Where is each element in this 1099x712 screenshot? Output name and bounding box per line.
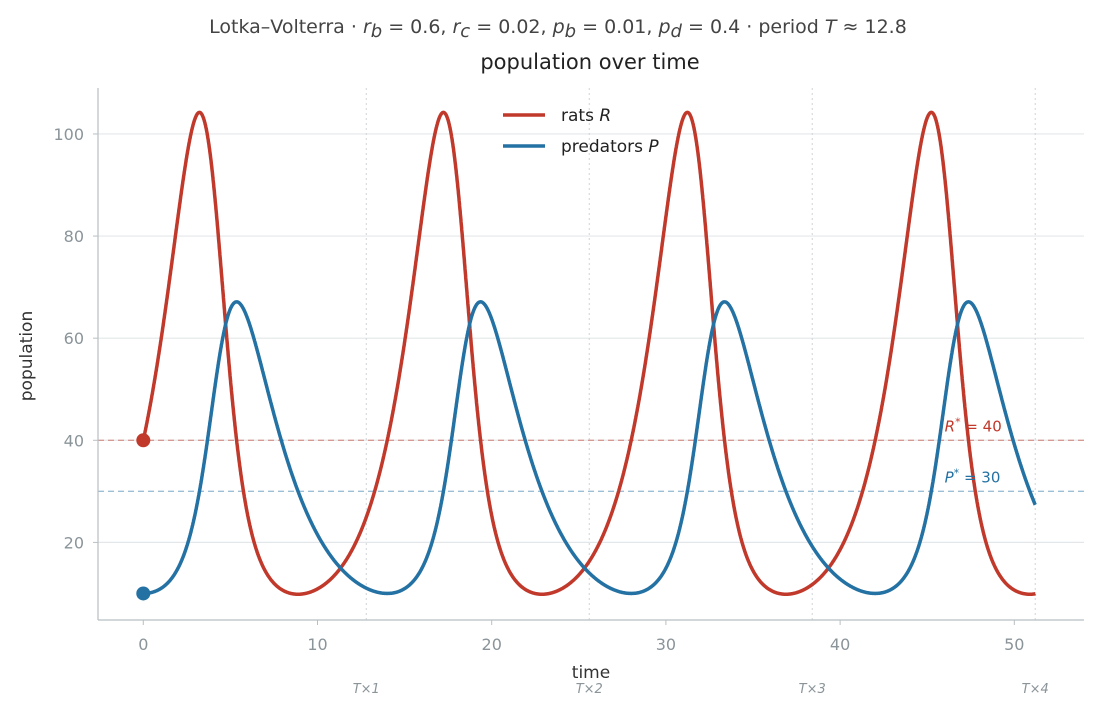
equilibrium-lines <box>98 439 1084 493</box>
legend-label-predators: predators P <box>561 137 659 157</box>
period-markers: T×1 T×2 T×3 T×4 <box>353 88 1049 697</box>
y-tick-label-20: 20 <box>64 533 84 552</box>
period-label-1: T×1 <box>353 682 380 697</box>
axes-layer <box>93 88 1084 625</box>
y-tick-label-40: 40 <box>64 431 84 450</box>
start-point-predators <box>136 586 151 601</box>
y-tick-label-60: 60 <box>64 329 84 348</box>
grid-layer <box>98 133 1084 543</box>
y-axis-label: population <box>17 311 37 401</box>
period-label-2: T×2 <box>576 682 603 697</box>
tick-labels: 20 40 60 80 100 0 10 20 30 40 50 <box>53 125 1024 654</box>
x-tick-label-30: 30 <box>656 635 676 654</box>
x-tick-label-20: 20 <box>482 635 502 654</box>
period-label-4: T×4 <box>1022 682 1049 697</box>
equilibrium-label-predators: P* = 30 <box>945 466 1001 487</box>
y-tick-label-100: 100 <box>53 125 84 144</box>
y-tick-label-80: 80 <box>64 227 84 246</box>
equilibrium-label-rats: R* = 40 <box>945 415 1002 436</box>
chart-suptitle: Lotka–Volterra · rb = 0.6, rc = 0.02, pb… <box>209 16 907 42</box>
legend-label-rats: rats R <box>561 106 611 126</box>
start-point-rats <box>136 433 151 448</box>
period-label-3: T×3 <box>799 682 826 697</box>
series-line-rats <box>141 110 1037 596</box>
series-layer <box>136 110 1037 601</box>
chart-title: population over time <box>480 50 699 74</box>
x-tick-label-40: 40 <box>830 635 850 654</box>
x-tick-label-50: 50 <box>1004 635 1024 654</box>
series-line-predators <box>141 300 1037 596</box>
x-tick-label-0: 0 <box>138 635 148 654</box>
legend: rats R predators P <box>503 106 659 157</box>
x-tick-label-10: 10 <box>307 635 327 654</box>
x-axis-label: time <box>572 663 610 683</box>
